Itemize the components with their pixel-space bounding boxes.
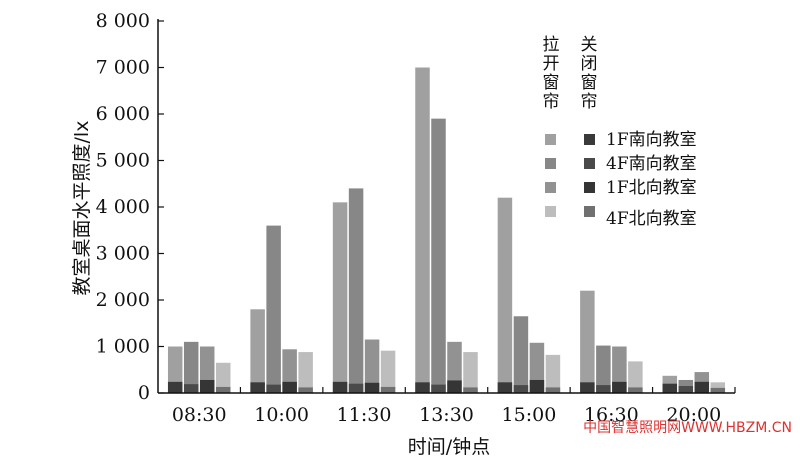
legend-header-open-2: 开 bbox=[543, 54, 560, 74]
bar-open-4f-3 bbox=[431, 118, 446, 394]
bar-open-4f-1 bbox=[266, 225, 281, 393]
y-axis-title: 教室桌面水平照度/lx bbox=[71, 121, 93, 296]
legend-header-open-1: 拉 bbox=[543, 35, 560, 55]
y-tick-label: 4 000 bbox=[96, 196, 150, 218]
bar-open-1f-3 bbox=[447, 341, 462, 393]
legend-swatch-open-1f-north bbox=[545, 182, 556, 193]
bar-closed-1f-5 bbox=[612, 381, 627, 393]
x-ticks: 08:30 10:00 11:30 13:30 15:00 16:30 20:00 bbox=[172, 387, 736, 426]
bar-open-4f-5 bbox=[596, 345, 611, 393]
bar-closed-4f-6 bbox=[678, 386, 694, 393]
legend: 拉 开 窗 帘 关 闭 窗 帘 1F南向教室 4F南向教室 1F北向教室 4F北… bbox=[543, 35, 697, 229]
bar-closed-1f-4 bbox=[529, 379, 545, 393]
bar-closed-4f-5 bbox=[596, 385, 611, 393]
bar-closed-1f-4 bbox=[497, 382, 513, 393]
bar-closed-1f-6 bbox=[662, 383, 678, 393]
bar-closed-1f-5 bbox=[580, 382, 595, 393]
y-tick-label: 0 bbox=[138, 382, 150, 404]
bar-closed-1f-1 bbox=[282, 381, 297, 393]
bar-closed-1f-0 bbox=[167, 381, 183, 393]
bar-closed-4f-0 bbox=[215, 386, 231, 393]
bar-closed-4f-3 bbox=[463, 387, 478, 393]
bar-closed-4f-0 bbox=[183, 384, 199, 393]
legend-label-4f-south: 4F南向教室 bbox=[606, 154, 697, 174]
watermark-text: 中国智慧照明网WWW.HBZM.CN bbox=[583, 420, 792, 436]
bar-closed-1f-0 bbox=[199, 379, 215, 393]
legend-swatch-open-4f-south bbox=[545, 158, 556, 169]
bar-closed-1f-3 bbox=[415, 382, 430, 393]
x-tick-label: 11:30 bbox=[337, 404, 392, 426]
x-tick-label: 15:00 bbox=[502, 404, 557, 426]
x-axis-title: 时间/钟点 bbox=[408, 436, 490, 458]
y-ticks: 0 1 000 2 000 3 000 4 000 5 000 6 000 7 000 8 00… bbox=[96, 10, 164, 404]
legend-header-closed-2: 闭 bbox=[581, 54, 598, 74]
legend-label-1f-south: 1F南向教室 bbox=[606, 130, 697, 150]
x-tick-label: 20:00 bbox=[666, 404, 721, 426]
bar-closed-4f-2 bbox=[348, 383, 364, 393]
bar-open-1f-5 bbox=[612, 346, 627, 393]
bar-open-4f-5 bbox=[628, 361, 643, 393]
bar-closed-4f-5 bbox=[628, 387, 643, 393]
legend-swatch-closed-1f-north bbox=[584, 182, 595, 193]
y-tick-label: 5 000 bbox=[96, 150, 150, 172]
bar-open-4f-0 bbox=[215, 362, 231, 393]
legend-header-closed-3: 窗 bbox=[581, 73, 598, 93]
legend-swatch-closed-1f-south bbox=[584, 134, 595, 145]
bar-open-4f-3 bbox=[463, 352, 478, 393]
bar-open-4f-2 bbox=[348, 188, 364, 393]
legend-header-closed-4: 帘 bbox=[581, 92, 598, 112]
bar-open-4f-6 bbox=[710, 382, 726, 393]
bar-closed-1f-1 bbox=[250, 382, 265, 393]
legend-swatch-closed-4f-north bbox=[584, 206, 595, 217]
bar-closed-4f-2 bbox=[380, 386, 396, 393]
legend-swatch-closed-4f-south bbox=[584, 158, 595, 169]
y-tick-label: 1 000 bbox=[96, 336, 150, 358]
bar-open-4f-2 bbox=[380, 350, 396, 393]
y-tick-label: 6 000 bbox=[96, 103, 150, 125]
legend-header-open-3: 窗 bbox=[543, 73, 560, 93]
legend-label-4f-north: 4F北向教室 bbox=[606, 209, 697, 229]
legend-swatch-open-4f-north bbox=[545, 206, 556, 217]
bar-open-1f-2 bbox=[364, 339, 380, 393]
bar-closed-1f-2 bbox=[364, 382, 380, 393]
bar-closed-1f-3 bbox=[447, 380, 462, 393]
bar-open-1f-1 bbox=[250, 309, 265, 393]
bars-layer bbox=[167, 67, 726, 394]
bar-closed-4f-4 bbox=[513, 385, 529, 393]
legend-header-closed-1: 关 bbox=[581, 35, 598, 55]
legend-swatch-open-1f-south bbox=[545, 134, 556, 145]
bar-open-1f-5 bbox=[580, 290, 595, 393]
x-tick-label: 10:00 bbox=[254, 404, 309, 426]
legend-header-open-4: 帘 bbox=[543, 92, 560, 112]
x-tick-label: 16:30 bbox=[584, 404, 639, 426]
bar-open-4f-1 bbox=[298, 352, 313, 393]
legend-label-1f-north: 1F北向教室 bbox=[606, 178, 697, 198]
bar-closed-4f-3 bbox=[431, 384, 446, 393]
bar-closed-4f-1 bbox=[266, 384, 281, 393]
x-tick-label: 08:30 bbox=[172, 404, 227, 426]
bar-open-1f-3 bbox=[415, 67, 430, 393]
bar-closed-4f-6 bbox=[710, 387, 726, 393]
bar-open-1f-4 bbox=[497, 197, 513, 393]
bar-closed-1f-6 bbox=[694, 381, 710, 393]
x-tick-label: 13:30 bbox=[419, 404, 474, 426]
bar-closed-4f-1 bbox=[298, 387, 313, 393]
bar-open-4f-4 bbox=[545, 354, 561, 393]
y-tick-label: 2 000 bbox=[96, 289, 150, 311]
y-tick-label: 7 000 bbox=[96, 57, 150, 79]
bar-open-1f-0 bbox=[167, 346, 183, 393]
bar-closed-4f-4 bbox=[545, 387, 561, 393]
bar-open-1f-2 bbox=[332, 202, 348, 393]
bar-open-4f-0 bbox=[183, 341, 199, 393]
y-tick-label: 3 000 bbox=[96, 243, 150, 265]
bar-open-4f-4 bbox=[513, 316, 529, 393]
bar-closed-1f-2 bbox=[332, 381, 348, 393]
y-tick-label: 8 000 bbox=[96, 10, 150, 32]
axes-layer bbox=[157, 19, 735, 394]
